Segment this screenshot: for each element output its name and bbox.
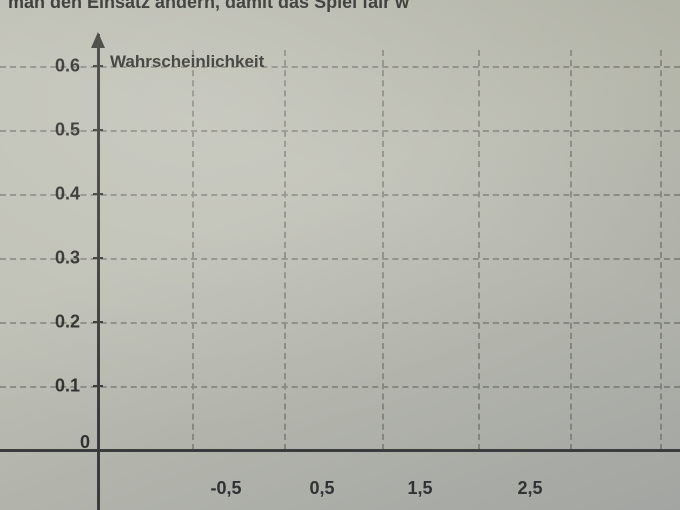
y-axis-arrowhead xyxy=(91,32,105,48)
v-gridline xyxy=(284,50,286,450)
zero-label: 0 xyxy=(80,432,90,453)
y-tick-label: 0.4 xyxy=(40,184,80,205)
y-tick-label: 0.5 xyxy=(40,120,80,141)
v-gridline xyxy=(192,50,194,450)
y-tick-label: 0.1 xyxy=(40,376,80,397)
x-tick-label: 0,5 xyxy=(309,478,334,499)
x-tick-label: -0,5 xyxy=(210,478,241,499)
probability-chart: 0.10.20.30.40.50.6 Wahrscheinlichkeit 0 … xyxy=(0,0,680,510)
v-gridline xyxy=(660,50,662,450)
y-tick-label: 0.2 xyxy=(40,312,80,333)
v-gridline xyxy=(478,50,480,450)
y-axis xyxy=(97,34,100,510)
v-gridline xyxy=(570,50,572,450)
y-tick-label: 0.6 xyxy=(40,56,80,77)
v-gridline xyxy=(382,50,384,450)
x-tick-label: 1,5 xyxy=(407,478,432,499)
y-axis-title: Wahrscheinlichkeit xyxy=(110,52,264,72)
x-axis xyxy=(0,449,680,452)
y-tick-label: 0.3 xyxy=(40,248,80,269)
x-tick-label: 2,5 xyxy=(517,478,542,499)
